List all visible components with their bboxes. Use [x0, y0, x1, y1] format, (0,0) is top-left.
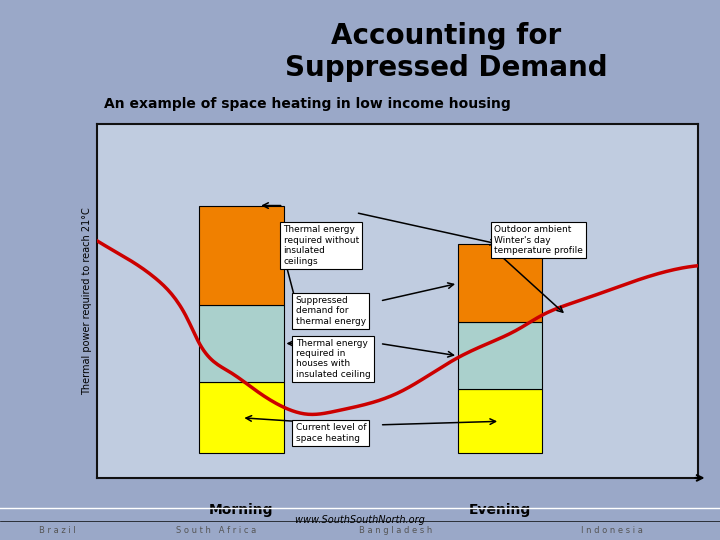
- Text: S o u t h   A f r i c a: S o u t h A f r i c a: [176, 525, 256, 535]
- Text: Thermal energy
required without
insulated
ceilings: Thermal energy required without insulate…: [284, 226, 359, 266]
- Text: An example of space heating in low income housing: An example of space heating in low incom…: [104, 97, 511, 111]
- Bar: [199, 305, 284, 382]
- Bar: [458, 245, 542, 322]
- Text: Evening: Evening: [469, 503, 531, 517]
- Text: B r a z i l: B r a z i l: [39, 525, 76, 535]
- Text: www.South​SouthNorth.org: www.South​SouthNorth.org: [295, 515, 425, 525]
- Text: I n d o n e s i a: I n d o n e s i a: [581, 525, 643, 535]
- Bar: [199, 206, 284, 305]
- Bar: [199, 382, 284, 453]
- Bar: [458, 389, 542, 453]
- Text: Suppressed
demand for
thermal energy: Suppressed demand for thermal energy: [296, 296, 366, 326]
- Bar: [458, 322, 542, 389]
- Y-axis label: Thermal power required to reach 21°C: Thermal power required to reach 21°C: [81, 207, 91, 395]
- Text: Current level of
space heating: Current level of space heating: [296, 423, 366, 443]
- Text: Outdoor ambient
Winter's day
temperature profile: Outdoor ambient Winter's day temperature…: [494, 225, 583, 255]
- Text: Accounting for
Suppressed Demand: Accounting for Suppressed Demand: [285, 22, 608, 82]
- Text: Morning: Morning: [210, 503, 274, 517]
- Text: Thermal energy
required in
houses with
insulated ceiling: Thermal energy required in houses with i…: [296, 339, 370, 379]
- Text: B a n g l a d e s h: B a n g l a d e s h: [359, 525, 433, 535]
